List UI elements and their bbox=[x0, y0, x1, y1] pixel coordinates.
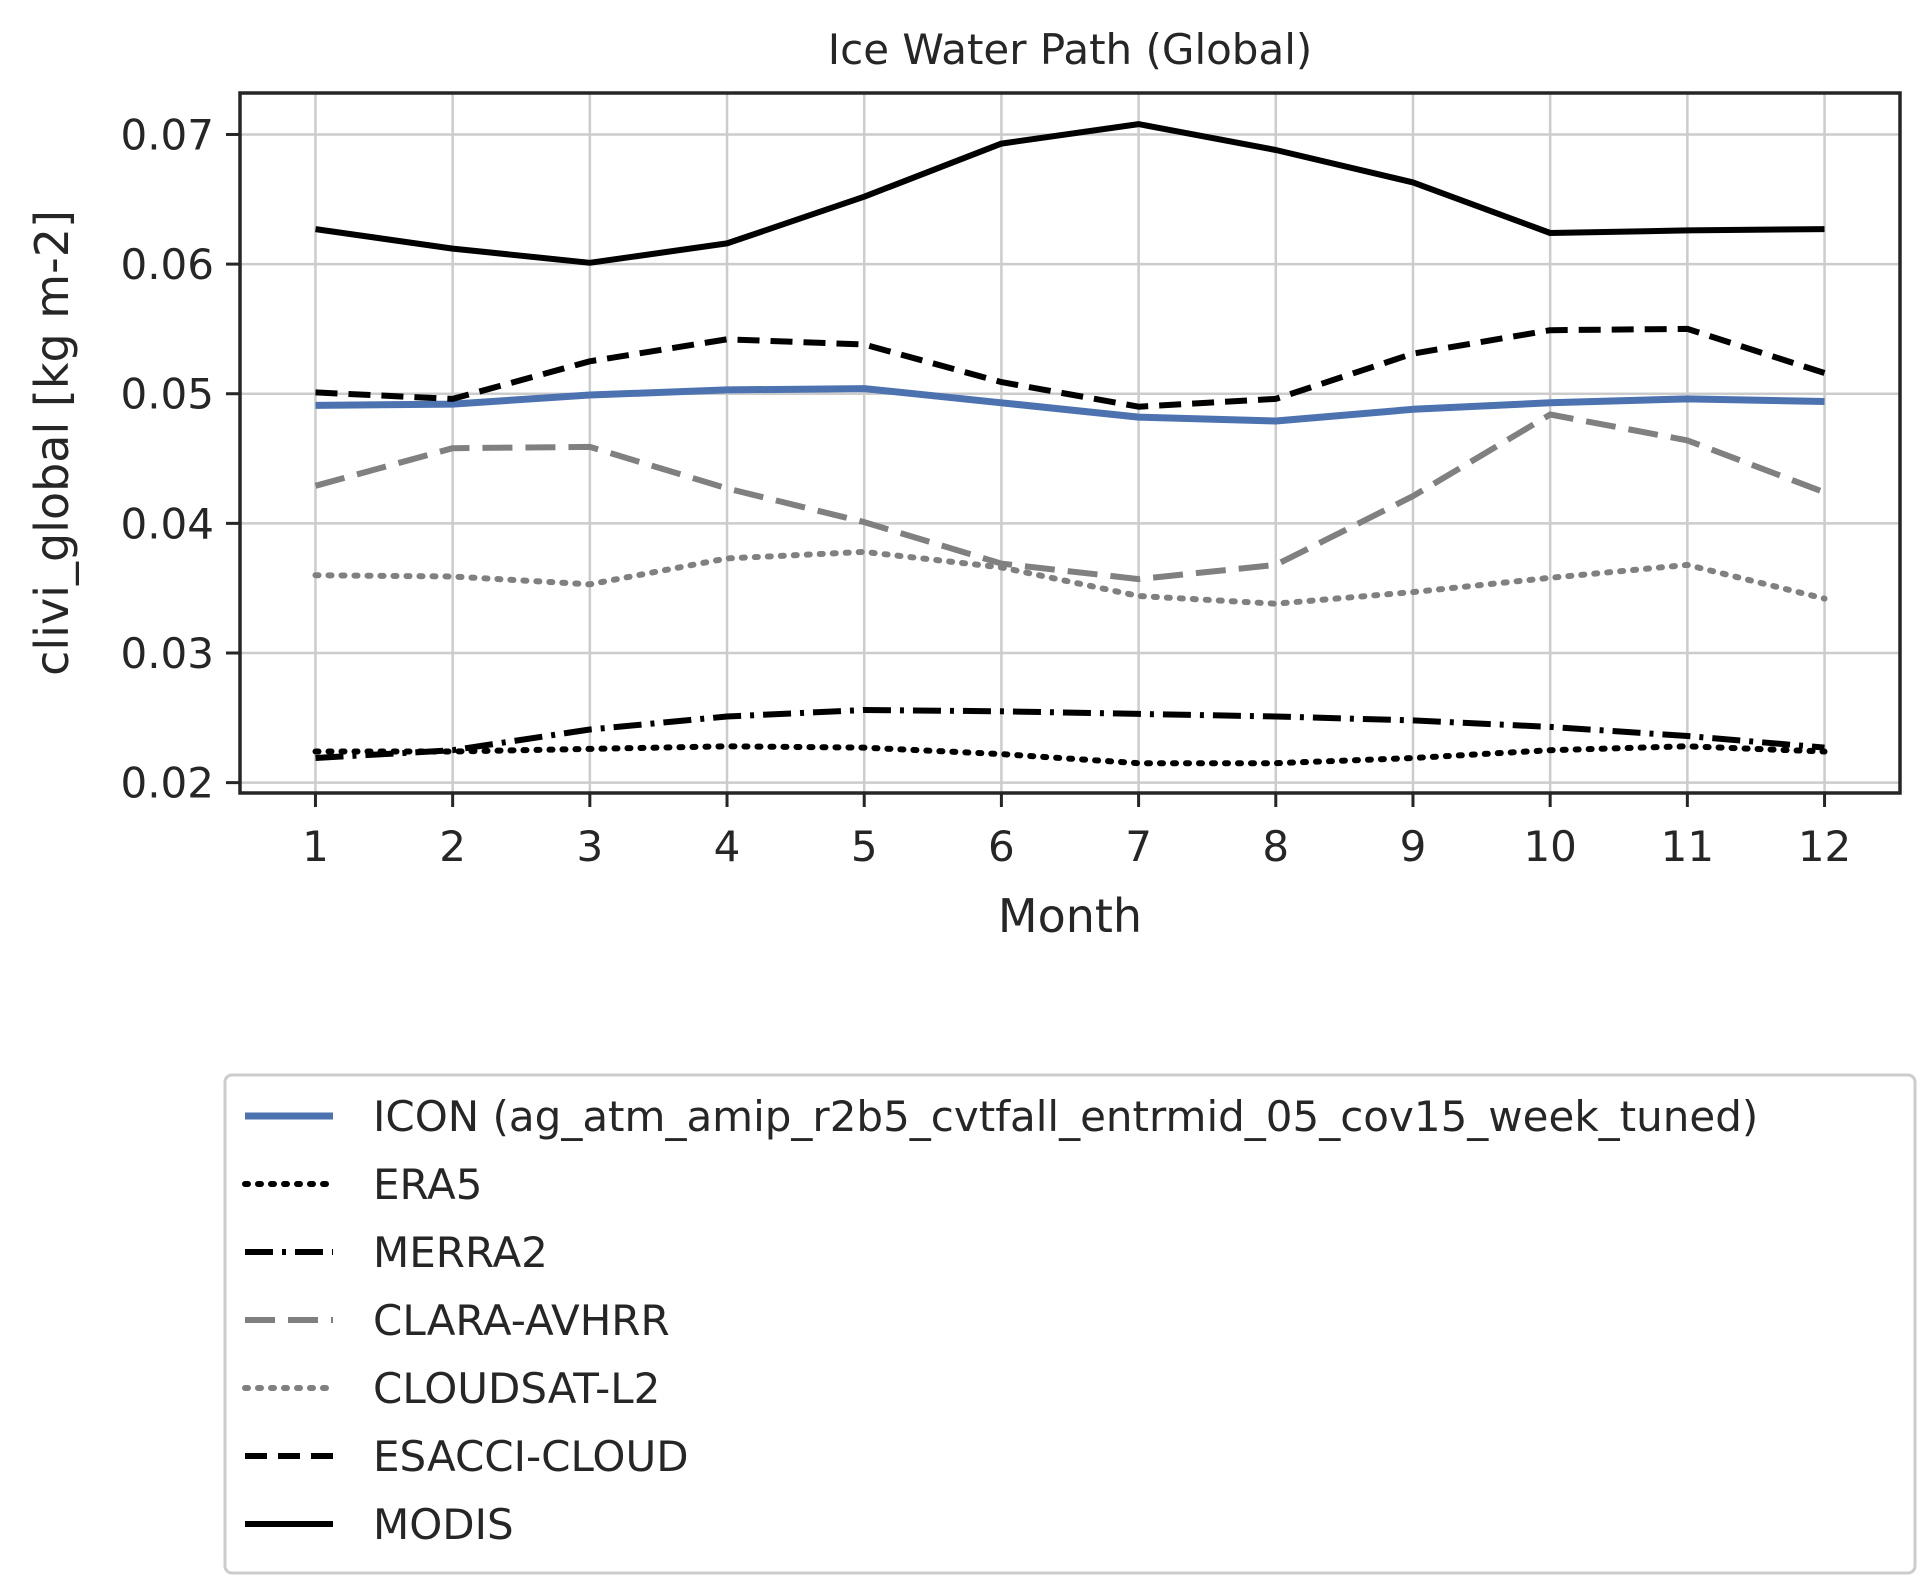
series-line bbox=[312, 548, 1828, 607]
y-tick-label: 0.02 bbox=[120, 759, 214, 808]
x-tick-label: 6 bbox=[988, 822, 1015, 871]
x-tick-label: 3 bbox=[576, 822, 603, 871]
x-tick-label: 11 bbox=[1661, 822, 1714, 871]
legend-items: ICON (ag_atm_amip_r2b5_cvtfall_entrmid_0… bbox=[242, 1092, 1758, 1549]
y-axis-label: clivi_global [kg m-2] bbox=[25, 210, 79, 676]
y-tick-label: 0.04 bbox=[120, 499, 214, 548]
legend-label: CLOUDSAT-L2 bbox=[373, 1364, 660, 1413]
chart-title: Ice Water Path (Global) bbox=[828, 25, 1313, 74]
x-tick-label: 10 bbox=[1523, 822, 1576, 871]
series-line bbox=[314, 411, 1826, 583]
y-tick-label: 0.06 bbox=[120, 240, 214, 289]
x-tick-label: 8 bbox=[1262, 822, 1289, 871]
series-line bbox=[315, 325, 1826, 410]
x-tick-label: 7 bbox=[1125, 822, 1152, 871]
x-tick-label: 12 bbox=[1798, 822, 1851, 871]
legend-frame bbox=[223, 1073, 1917, 1575]
plot-frame bbox=[238, 91, 1902, 795]
series-line bbox=[315, 121, 1825, 266]
x-tick-label: 5 bbox=[851, 822, 878, 871]
x-axis: 1 2 3 4 5 6 7 8 9 10 11 12 bbox=[302, 793, 1851, 871]
series-lines bbox=[312, 121, 1828, 767]
legend-label: CLARA-AVHRR bbox=[373, 1296, 670, 1345]
legend-label: MERRA2 bbox=[373, 1228, 548, 1277]
legend-label: ICON (ag_atm_amip_r2b5_cvtfall_entrmid_0… bbox=[373, 1092, 1758, 1141]
series-line bbox=[312, 743, 1828, 767]
y-tick-label: 0.05 bbox=[120, 370, 214, 419]
x-tick-label: 2 bbox=[439, 822, 466, 871]
series-line bbox=[315, 385, 1825, 425]
x-axis-label: Month bbox=[998, 889, 1142, 943]
legend-label: ESACCI-CLOUD bbox=[373, 1432, 689, 1481]
y-tick-label: 0.03 bbox=[120, 629, 214, 678]
legend-label: MODIS bbox=[373, 1500, 514, 1549]
legend-label: ERA5 bbox=[373, 1160, 482, 1209]
x-tick-label: 4 bbox=[714, 822, 741, 871]
x-tick-label: 9 bbox=[1400, 822, 1427, 871]
legend: ICON (ag_atm_amip_r2b5_cvtfall_entrmid_0… bbox=[223, 1073, 1917, 1575]
y-axis: 0.02 0.03 0.04 0.05 0.06 0.07 bbox=[120, 110, 240, 808]
y-tick-label: 0.07 bbox=[120, 110, 214, 159]
series-line bbox=[315, 707, 1825, 761]
x-tick-label: 1 bbox=[302, 822, 329, 871]
